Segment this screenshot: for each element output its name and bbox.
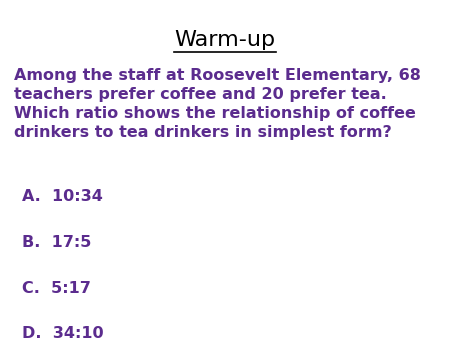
Text: A.  10:34: A. 10:34 bbox=[22, 189, 104, 204]
Text: C.  5:17: C. 5:17 bbox=[22, 281, 91, 295]
Text: Warm-up: Warm-up bbox=[175, 30, 275, 50]
Text: D.  34:10: D. 34:10 bbox=[22, 326, 104, 338]
Text: B.  17:5: B. 17:5 bbox=[22, 235, 92, 250]
Text: Among the staff at Roosevelt Elementary, 68
teachers prefer coffee and 20 prefer: Among the staff at Roosevelt Elementary,… bbox=[14, 68, 420, 140]
